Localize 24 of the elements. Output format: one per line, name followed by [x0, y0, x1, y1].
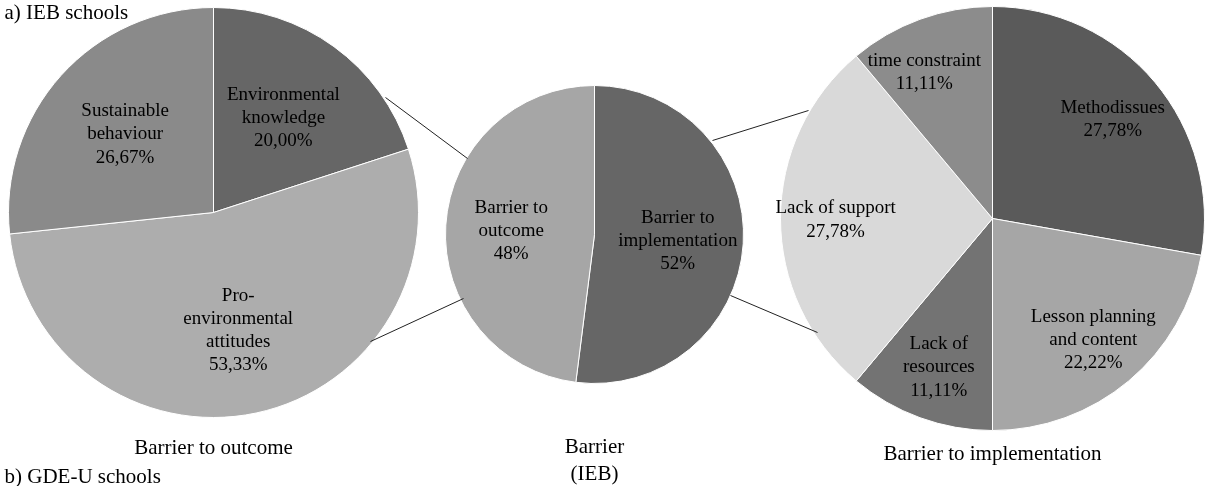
data-label: 27,78% — [1083, 118, 1143, 140]
data-label: 20,00% — [254, 128, 313, 150]
data-label: 48% — [493, 241, 529, 263]
text: a) IEB schools — [4, 0, 129, 24]
data-label: 52% — [660, 252, 696, 274]
slice-label: Sustainable behaviour — [81, 99, 169, 144]
slice-label: Barrier to outcome — [474, 195, 548, 240]
data-label: 53,33% — [208, 352, 268, 374]
data-label: 27,78% — [806, 219, 866, 241]
data-label: 22,22% — [1064, 351, 1123, 373]
slice-label: Lack of support — [775, 196, 897, 218]
slice-label: Methodissues — [1060, 95, 1165, 117]
slice-label: Barrier to implementation — [618, 206, 738, 251]
data-label: 11,11% — [910, 378, 968, 400]
slice-label: Lesson planning and content — [1030, 305, 1157, 350]
slice-label: time constraint — [867, 49, 982, 71]
data-label: 11,11% — [895, 72, 954, 94]
slice-label: Environmental knowledge — [226, 82, 340, 127]
text: Barrier (IEB) — [564, 434, 625, 485]
data-label: 26,67% — [95, 145, 155, 167]
text: Barrier to implementation — [883, 440, 1103, 465]
text: Barrier to outcome — [134, 434, 293, 459]
slice-label: Lack of resources — [902, 332, 975, 377]
slice-label: Pro-environmental attitudes — [183, 283, 294, 351]
